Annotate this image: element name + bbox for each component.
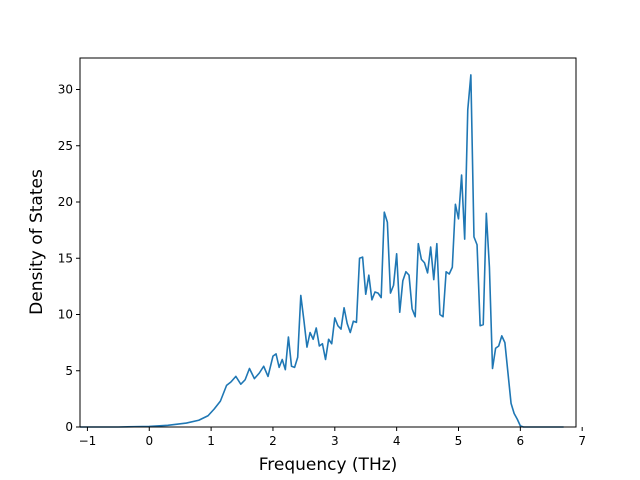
series-line-0 xyxy=(80,74,564,428)
x-tick-label: 7 xyxy=(578,434,586,448)
x-tick-label: 3 xyxy=(331,434,339,448)
x-tick-label: 6 xyxy=(517,434,525,448)
y-axis: 0 5 10 15 20 25 30 xyxy=(58,83,80,434)
plot-frame xyxy=(79,57,577,428)
x-tick-label: −1 xyxy=(79,434,97,448)
x-tick-label: 1 xyxy=(207,434,215,448)
y-tick-label: 5 xyxy=(65,364,73,378)
x-tick-label: 2 xyxy=(269,434,277,448)
x-axis-label: Frequency (THz) xyxy=(259,455,398,475)
y-tick-label: 0 xyxy=(65,420,73,434)
x-tick-label: 4 xyxy=(393,434,401,448)
y-tick-label: 10 xyxy=(58,308,73,322)
y-tick-label: 25 xyxy=(58,139,73,153)
y-tick-label: 15 xyxy=(58,251,73,265)
x-tick-label: 0 xyxy=(145,434,153,448)
y-axis-label: Density of States xyxy=(27,169,47,315)
plot-background xyxy=(80,58,576,427)
x-axis: −1 0 1 2 3 4 5 6 7 xyxy=(79,427,586,448)
x-tick-label: 5 xyxy=(455,434,463,448)
series-layer xyxy=(80,74,564,428)
y-tick-label: 20 xyxy=(58,195,73,209)
y-tick-label: 30 xyxy=(58,83,73,97)
